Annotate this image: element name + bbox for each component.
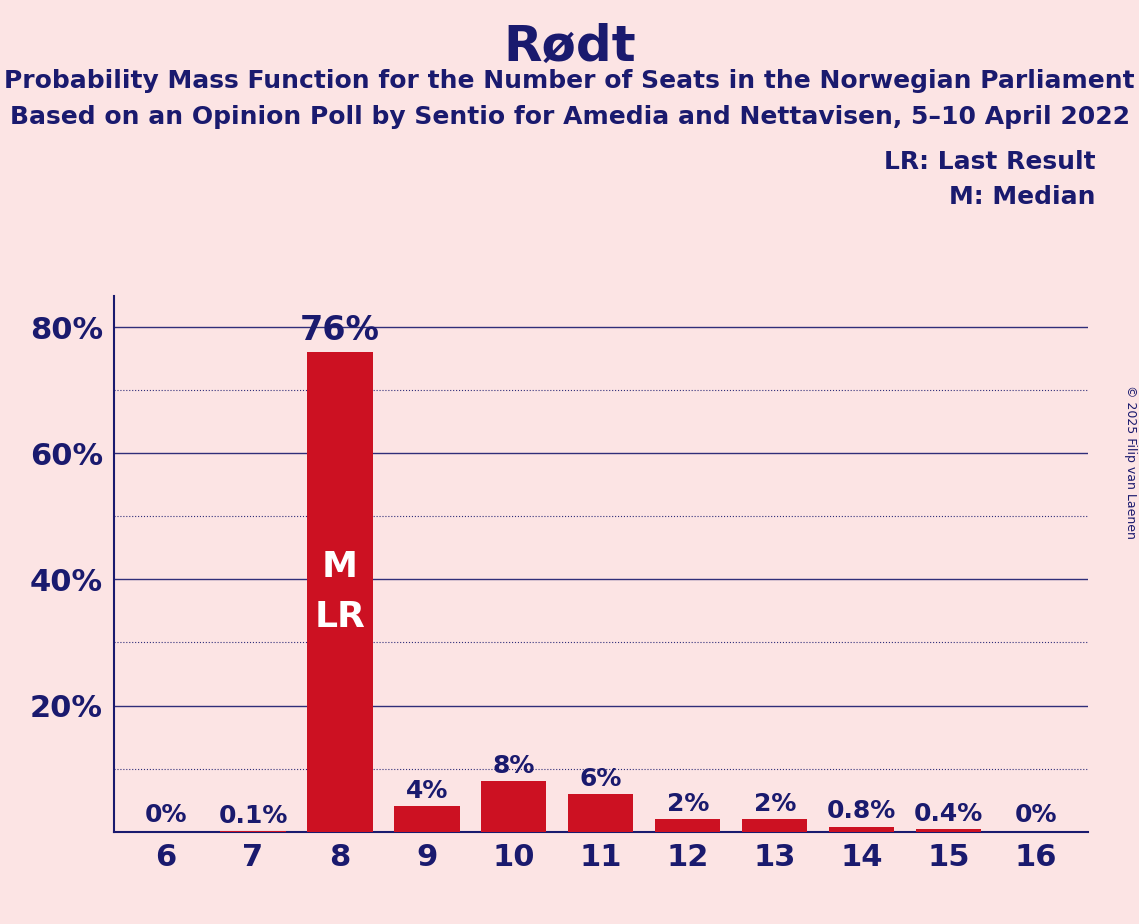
- Text: 0%: 0%: [1015, 803, 1057, 827]
- Text: 0.8%: 0.8%: [827, 799, 896, 823]
- Text: M: Median: M: Median: [949, 185, 1096, 209]
- Bar: [655, 819, 720, 832]
- Bar: [829, 827, 894, 832]
- Text: Probability Mass Function for the Number of Seats in the Norwegian Parliament: Probability Mass Function for the Number…: [5, 69, 1134, 93]
- Bar: [743, 819, 808, 832]
- Text: 6%: 6%: [580, 767, 622, 791]
- Text: Rødt: Rødt: [503, 23, 636, 71]
- Text: LR: LR: [314, 601, 366, 634]
- Text: 0.1%: 0.1%: [219, 804, 288, 828]
- Text: © 2025 Filip van Laenen: © 2025 Filip van Laenen: [1124, 385, 1137, 539]
- Bar: [394, 807, 459, 832]
- Bar: [568, 794, 633, 832]
- Text: Based on an Opinion Poll by Sentio for Amedia and Nettavisen, 5–10 April 2022: Based on an Opinion Poll by Sentio for A…: [9, 105, 1130, 129]
- Text: 8%: 8%: [493, 754, 535, 778]
- Text: M: M: [322, 550, 358, 584]
- Text: 0%: 0%: [145, 803, 187, 827]
- Text: 4%: 4%: [405, 779, 448, 803]
- Bar: [916, 829, 981, 832]
- Bar: [482, 781, 547, 832]
- Text: 76%: 76%: [300, 314, 380, 347]
- Text: 0.4%: 0.4%: [913, 802, 983, 826]
- Text: 2%: 2%: [666, 792, 708, 816]
- Text: 2%: 2%: [754, 792, 796, 816]
- Text: LR: Last Result: LR: Last Result: [884, 150, 1096, 174]
- Bar: [308, 352, 372, 832]
